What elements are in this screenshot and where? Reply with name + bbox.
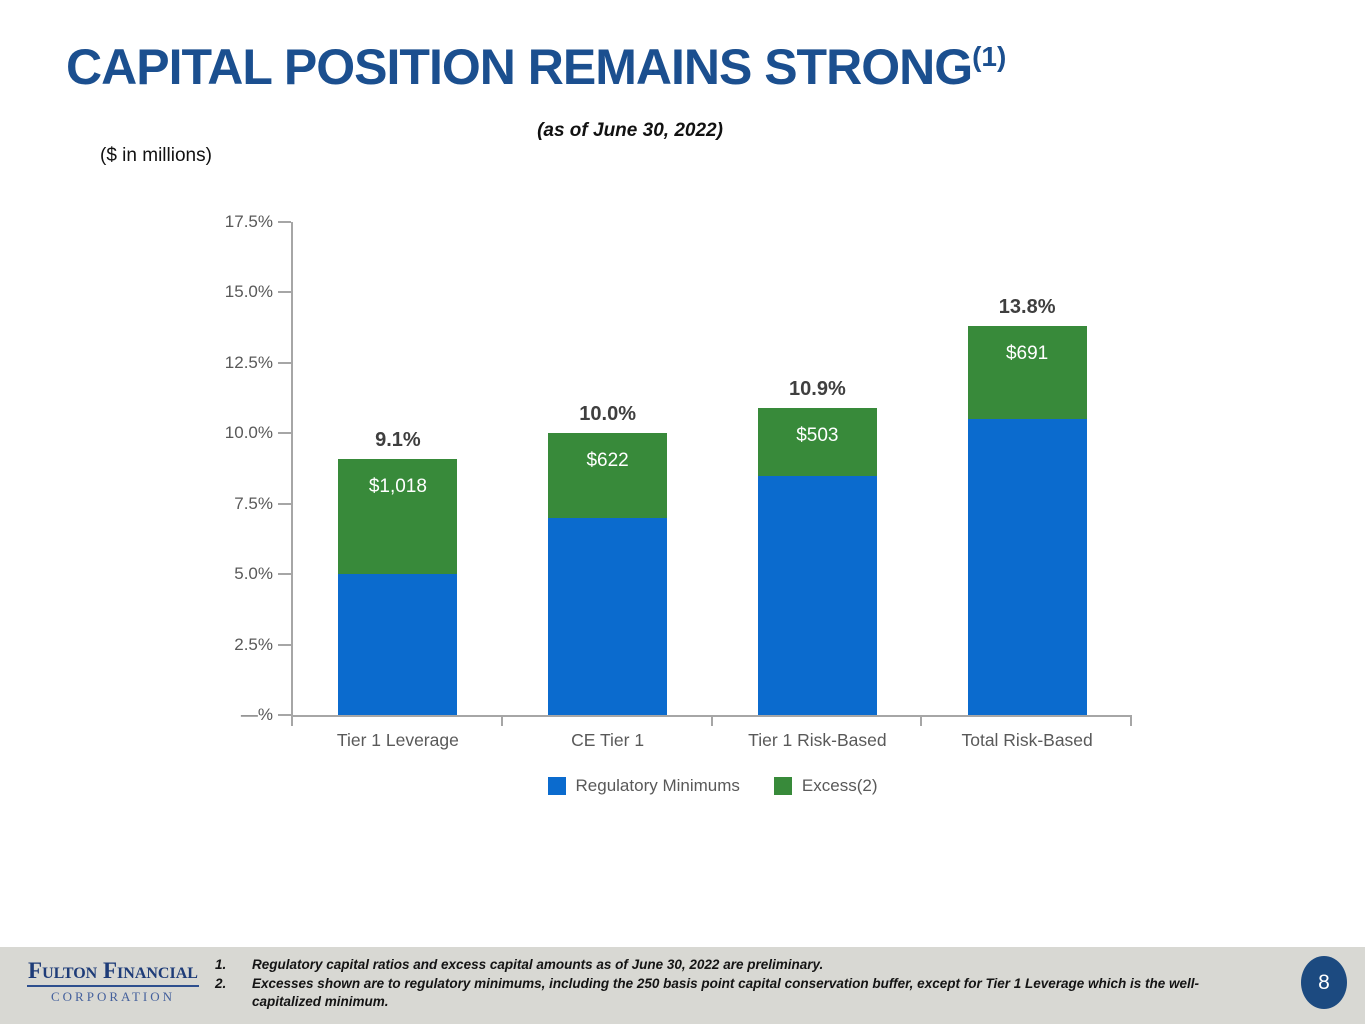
- title-footnote-marker: (1): [972, 41, 1007, 72]
- x-axis-tick: [920, 717, 923, 726]
- legend-item-regulatory-minimums: Regulatory Minimums: [547, 776, 740, 796]
- footnote-text: Regulatory capital ratios and excess cap…: [252, 957, 824, 972]
- y-axis-tick: [278, 714, 291, 716]
- x-axis-tick: [1130, 717, 1132, 726]
- x-axis-category-label: Tier 1 Risk-Based: [748, 730, 887, 750]
- legend-swatch-green: [773, 777, 792, 795]
- y-axis-tick: [278, 432, 291, 435]
- y-axis-tick-label: 12.5%: [224, 352, 273, 372]
- bar-segment-regulatory-minimum: [548, 517, 668, 715]
- footer-band: Fulton Financial CORPORATION 1. Regulato…: [0, 947, 1365, 1024]
- bar-segment-excess: [967, 326, 1087, 420]
- bar-segment-regulatory-minimum: [757, 475, 877, 715]
- legend-swatch-blue: [547, 777, 566, 795]
- y-axis-line: [291, 222, 293, 717]
- bar-segment-excess: [757, 407, 877, 476]
- y-axis-tick-label: 17.5%: [224, 212, 273, 231]
- x-axis-tick: [500, 717, 503, 726]
- x-axis-line: [291, 715, 1132, 717]
- x-axis-tick: [291, 717, 293, 726]
- as-of-date-subtitle: (as of June 30, 2022): [537, 120, 723, 141]
- footnotes: 1. Regulatory capital ratios and excess …: [215, 956, 1230, 1012]
- y-axis-tick-label: 7.5%: [234, 493, 273, 513]
- y-axis-tick-label: —%: [240, 705, 273, 724]
- page-number-badge: 8: [1301, 956, 1347, 1009]
- units-note: ($ in millions): [100, 145, 212, 166]
- footnote-1: 1. Regulatory capital ratios and excess …: [215, 956, 1230, 975]
- bar-total-ratio-label: 10.9%: [789, 377, 846, 400]
- y-axis-tick-label: 10.0%: [224, 423, 273, 443]
- y-axis-tick: [278, 573, 291, 576]
- logo-divider: [27, 985, 199, 987]
- bar-excess-dollar-label: $622: [586, 450, 629, 472]
- x-axis-category-label: Tier 1 Leverage: [336, 730, 459, 750]
- fulton-financial-logo: Fulton Financial CORPORATION: [27, 958, 199, 1005]
- logo-corporation-text: CORPORATION: [50, 989, 175, 1004]
- bar-excess-dollar-label: $1,018: [368, 475, 427, 497]
- page-title-text: CAPITAL POSITION REMAINS STRONG: [66, 39, 973, 95]
- footnote-number: 1.: [215, 957, 227, 972]
- chart-legend: Regulatory Minimums Excess(2): [293, 776, 1132, 796]
- bar-excess-dollar-label: $503: [796, 424, 839, 446]
- y-axis-tick: [278, 291, 291, 294]
- bar-segment-excess: [548, 433, 668, 518]
- footnote-text: Excesses shown are to regulatory minimum…: [252, 975, 1200, 1010]
- bar-total-ratio-label: 10.0%: [579, 403, 636, 426]
- y-axis-tick-label: 2.5%: [234, 634, 273, 654]
- bar-segment-regulatory-minimum: [338, 574, 458, 715]
- x-axis-category-label: Total Risk-Based: [961, 730, 1093, 750]
- bar-segment-excess: [338, 458, 458, 575]
- x-axis-category-label: CE Tier 1: [571, 730, 645, 750]
- legend-label: Excess(2): [801, 776, 878, 795]
- y-axis-tick-label: 15.0%: [224, 282, 273, 302]
- y-axis-tick: [278, 361, 291, 364]
- page-title: CAPITAL POSITION REMAINS STRONG(1): [66, 38, 1006, 96]
- y-axis-tick: [278, 643, 291, 646]
- bar-excess-dollar-label: $691: [1005, 343, 1049, 365]
- legend-item-excess: Excess(2): [773, 776, 878, 796]
- bar-segment-regulatory-minimum: [967, 419, 1087, 715]
- logo-company-name: Fulton Financial: [28, 958, 198, 983]
- y-axis-tick-label: 5.0%: [234, 564, 273, 584]
- y-axis-tick: [278, 502, 291, 505]
- bar-total-ratio-label: 9.1%: [375, 428, 421, 451]
- footnote-2: 2. Excesses shown are to regulatory mini…: [215, 975, 1230, 1012]
- legend-label: Regulatory Minimums: [575, 776, 740, 795]
- y-axis-tick: [278, 221, 291, 223]
- bar-total-ratio-label: 13.8%: [998, 296, 1056, 319]
- footnote-number: 2.: [215, 975, 227, 991]
- x-axis-tick: [710, 717, 713, 726]
